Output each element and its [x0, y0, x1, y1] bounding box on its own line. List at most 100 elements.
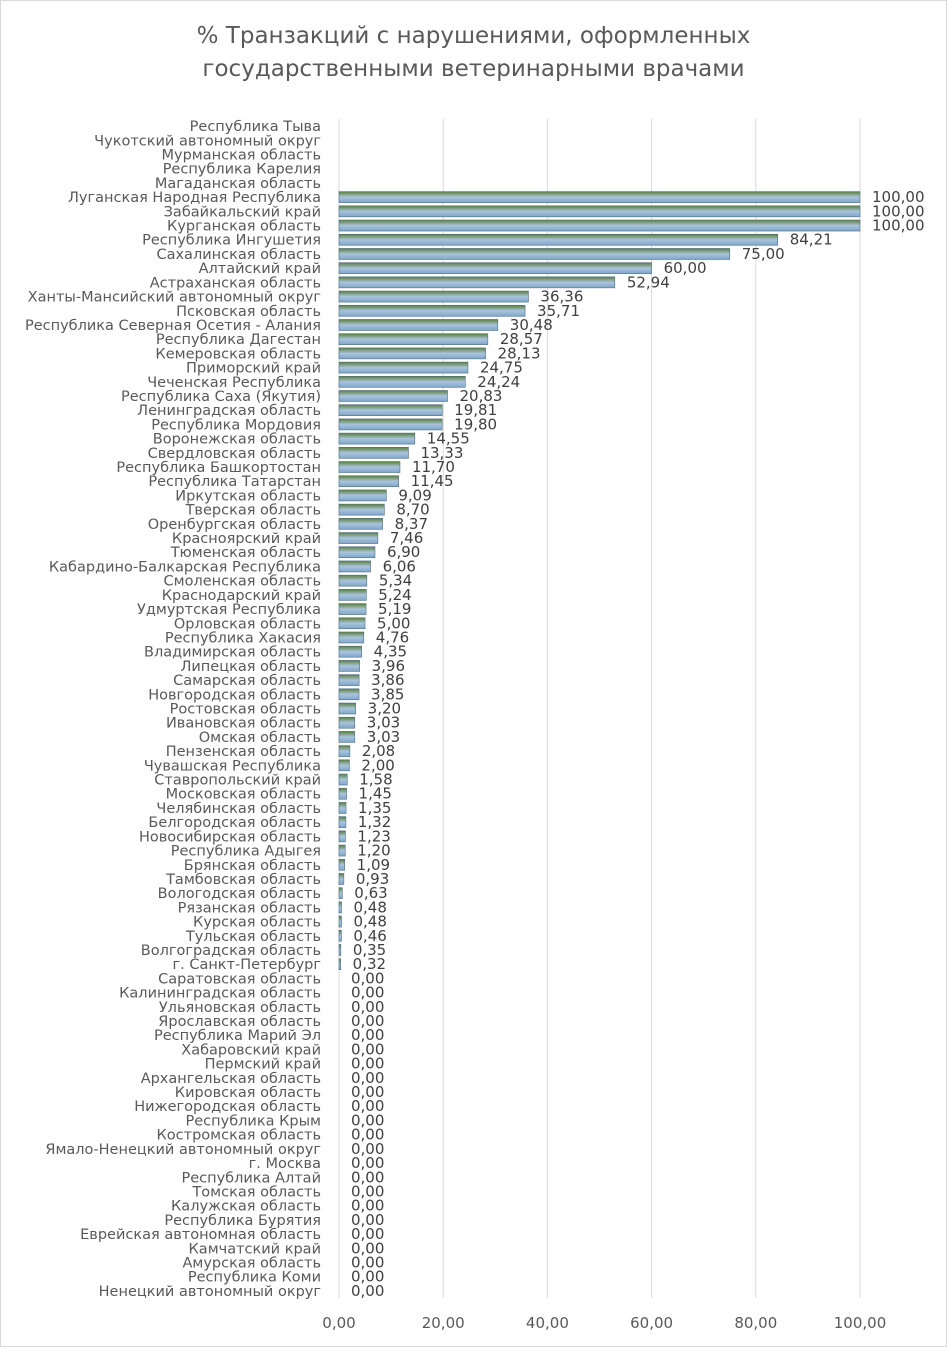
category-label: Пензенская область	[166, 744, 321, 760]
category-label: Иркутская область	[175, 488, 321, 504]
category-label: Новгородская область	[148, 687, 321, 703]
bar	[338, 858, 345, 871]
data-label: 0,00	[351, 1211, 384, 1229]
category-label: Удмуртская Республика	[137, 602, 321, 618]
data-label: 3,03	[367, 714, 400, 732]
data-label: 60,00	[664, 259, 707, 277]
category-label: Республика Марий Эл	[154, 1028, 321, 1044]
category-label: Луганская Народная Республика	[68, 190, 321, 206]
category-label: Самарская область	[173, 673, 321, 689]
data-label: 5,34	[379, 572, 412, 590]
data-label: 4,76	[376, 628, 409, 646]
bar	[338, 660, 360, 672]
bar	[338, 503, 385, 516]
chart-title: % Транзакций с нарушениями, оформленных …	[0, 20, 947, 86]
bar	[338, 219, 861, 232]
category-label: Чувашская Республика	[144, 758, 321, 774]
category-label: Вологодская область	[158, 886, 321, 902]
data-label: 7,46	[390, 529, 423, 547]
category-label: Ульяновская область	[159, 1000, 321, 1016]
data-label: 4,35	[374, 643, 407, 661]
category-label: Республика Дагестан	[156, 332, 321, 348]
bar	[338, 248, 731, 260]
bar	[338, 816, 347, 828]
data-label: 19,80	[454, 415, 497, 433]
category-label: Челябинская область	[156, 801, 321, 817]
data-label: 75,00	[742, 245, 785, 263]
bar	[338, 347, 486, 360]
data-label: 0,35	[353, 941, 386, 959]
category-label: Воронежская область	[153, 432, 321, 448]
bar	[338, 205, 861, 218]
chart-title-line-2: государственными ветеринарными врачами	[202, 56, 745, 82]
data-label: 1,20	[357, 842, 390, 860]
data-label: 3,20	[368, 700, 401, 718]
data-label: 0,00	[351, 984, 384, 1002]
data-label: 0,00	[351, 998, 384, 1016]
bar	[338, 333, 489, 345]
category-label: Ростовская область	[170, 702, 321, 718]
x-tick-label: 0,00	[322, 1314, 355, 1332]
category-label: Астраханская область	[150, 275, 321, 291]
data-label: 0,00	[351, 1069, 384, 1087]
bar	[338, 844, 346, 857]
bar	[338, 958, 341, 970]
data-label: 3,86	[371, 671, 404, 689]
data-label: 0,32	[353, 955, 386, 973]
category-label: Ярославская область	[158, 1014, 321, 1030]
bar	[338, 518, 383, 530]
category-label: Республика Мордовия	[151, 417, 321, 433]
category-label: Пермский край	[205, 1057, 321, 1073]
category-label: Кабардино-Балкарская Республика	[49, 559, 321, 575]
bar	[338, 929, 342, 942]
category-label: Тюменская область	[170, 545, 321, 561]
bar	[338, 375, 466, 388]
data-label: 0,00	[351, 1012, 384, 1030]
data-label: 0,00	[351, 1040, 384, 1058]
data-label: 2,00	[361, 756, 394, 774]
category-label: Калужская область	[171, 1199, 321, 1215]
data-label: 28,57	[500, 330, 543, 348]
bar	[338, 631, 365, 644]
category-label: Амурская область	[182, 1255, 321, 1271]
category-label: Белгородская область	[148, 815, 321, 831]
data-label: 0,00	[351, 1126, 384, 1144]
category-label: Магаданская область	[155, 176, 321, 192]
category-label: Саратовская область	[158, 971, 321, 987]
bar	[338, 688, 360, 701]
category-label: Орловская область	[174, 616, 321, 632]
bar	[338, 574, 368, 587]
data-label: 0,00	[351, 1282, 384, 1300]
data-label: 0,00	[351, 1026, 384, 1044]
data-label: 0,00	[351, 1140, 384, 1158]
category-label: Курская область	[193, 915, 321, 931]
data-label: 1,23	[357, 827, 390, 845]
category-label: Хабаровский край	[181, 1042, 321, 1058]
data-label: 5,19	[378, 600, 411, 618]
bar	[338, 674, 360, 686]
category-label: Архангельская область	[141, 1071, 321, 1087]
data-label: 100,00	[872, 217, 925, 235]
category-label: Рязанская область	[178, 900, 321, 916]
category-label: Республика Карелия	[163, 162, 321, 178]
data-label: 0,00	[351, 1197, 384, 1215]
data-label: 1,32	[358, 813, 391, 831]
bar	[338, 404, 443, 416]
data-label: 35,71	[537, 302, 580, 320]
bar	[338, 319, 499, 331]
x-tick-label: 40,00	[526, 1314, 569, 1332]
category-label: Краснодарский край	[162, 588, 321, 604]
bar	[338, 532, 379, 544]
bar	[338, 304, 526, 317]
data-label: 30,48	[510, 316, 553, 334]
bar	[338, 560, 371, 573]
bar	[338, 489, 387, 502]
category-label: Чукотский автономный округ	[94, 133, 321, 149]
data-label: 36,36	[540, 288, 583, 306]
data-label: 1,45	[359, 785, 392, 803]
category-label: Брянская область	[184, 858, 321, 874]
data-label: 6,06	[383, 557, 416, 575]
data-label: 0,46	[353, 927, 386, 945]
category-label: Волгоградская область	[141, 943, 321, 959]
